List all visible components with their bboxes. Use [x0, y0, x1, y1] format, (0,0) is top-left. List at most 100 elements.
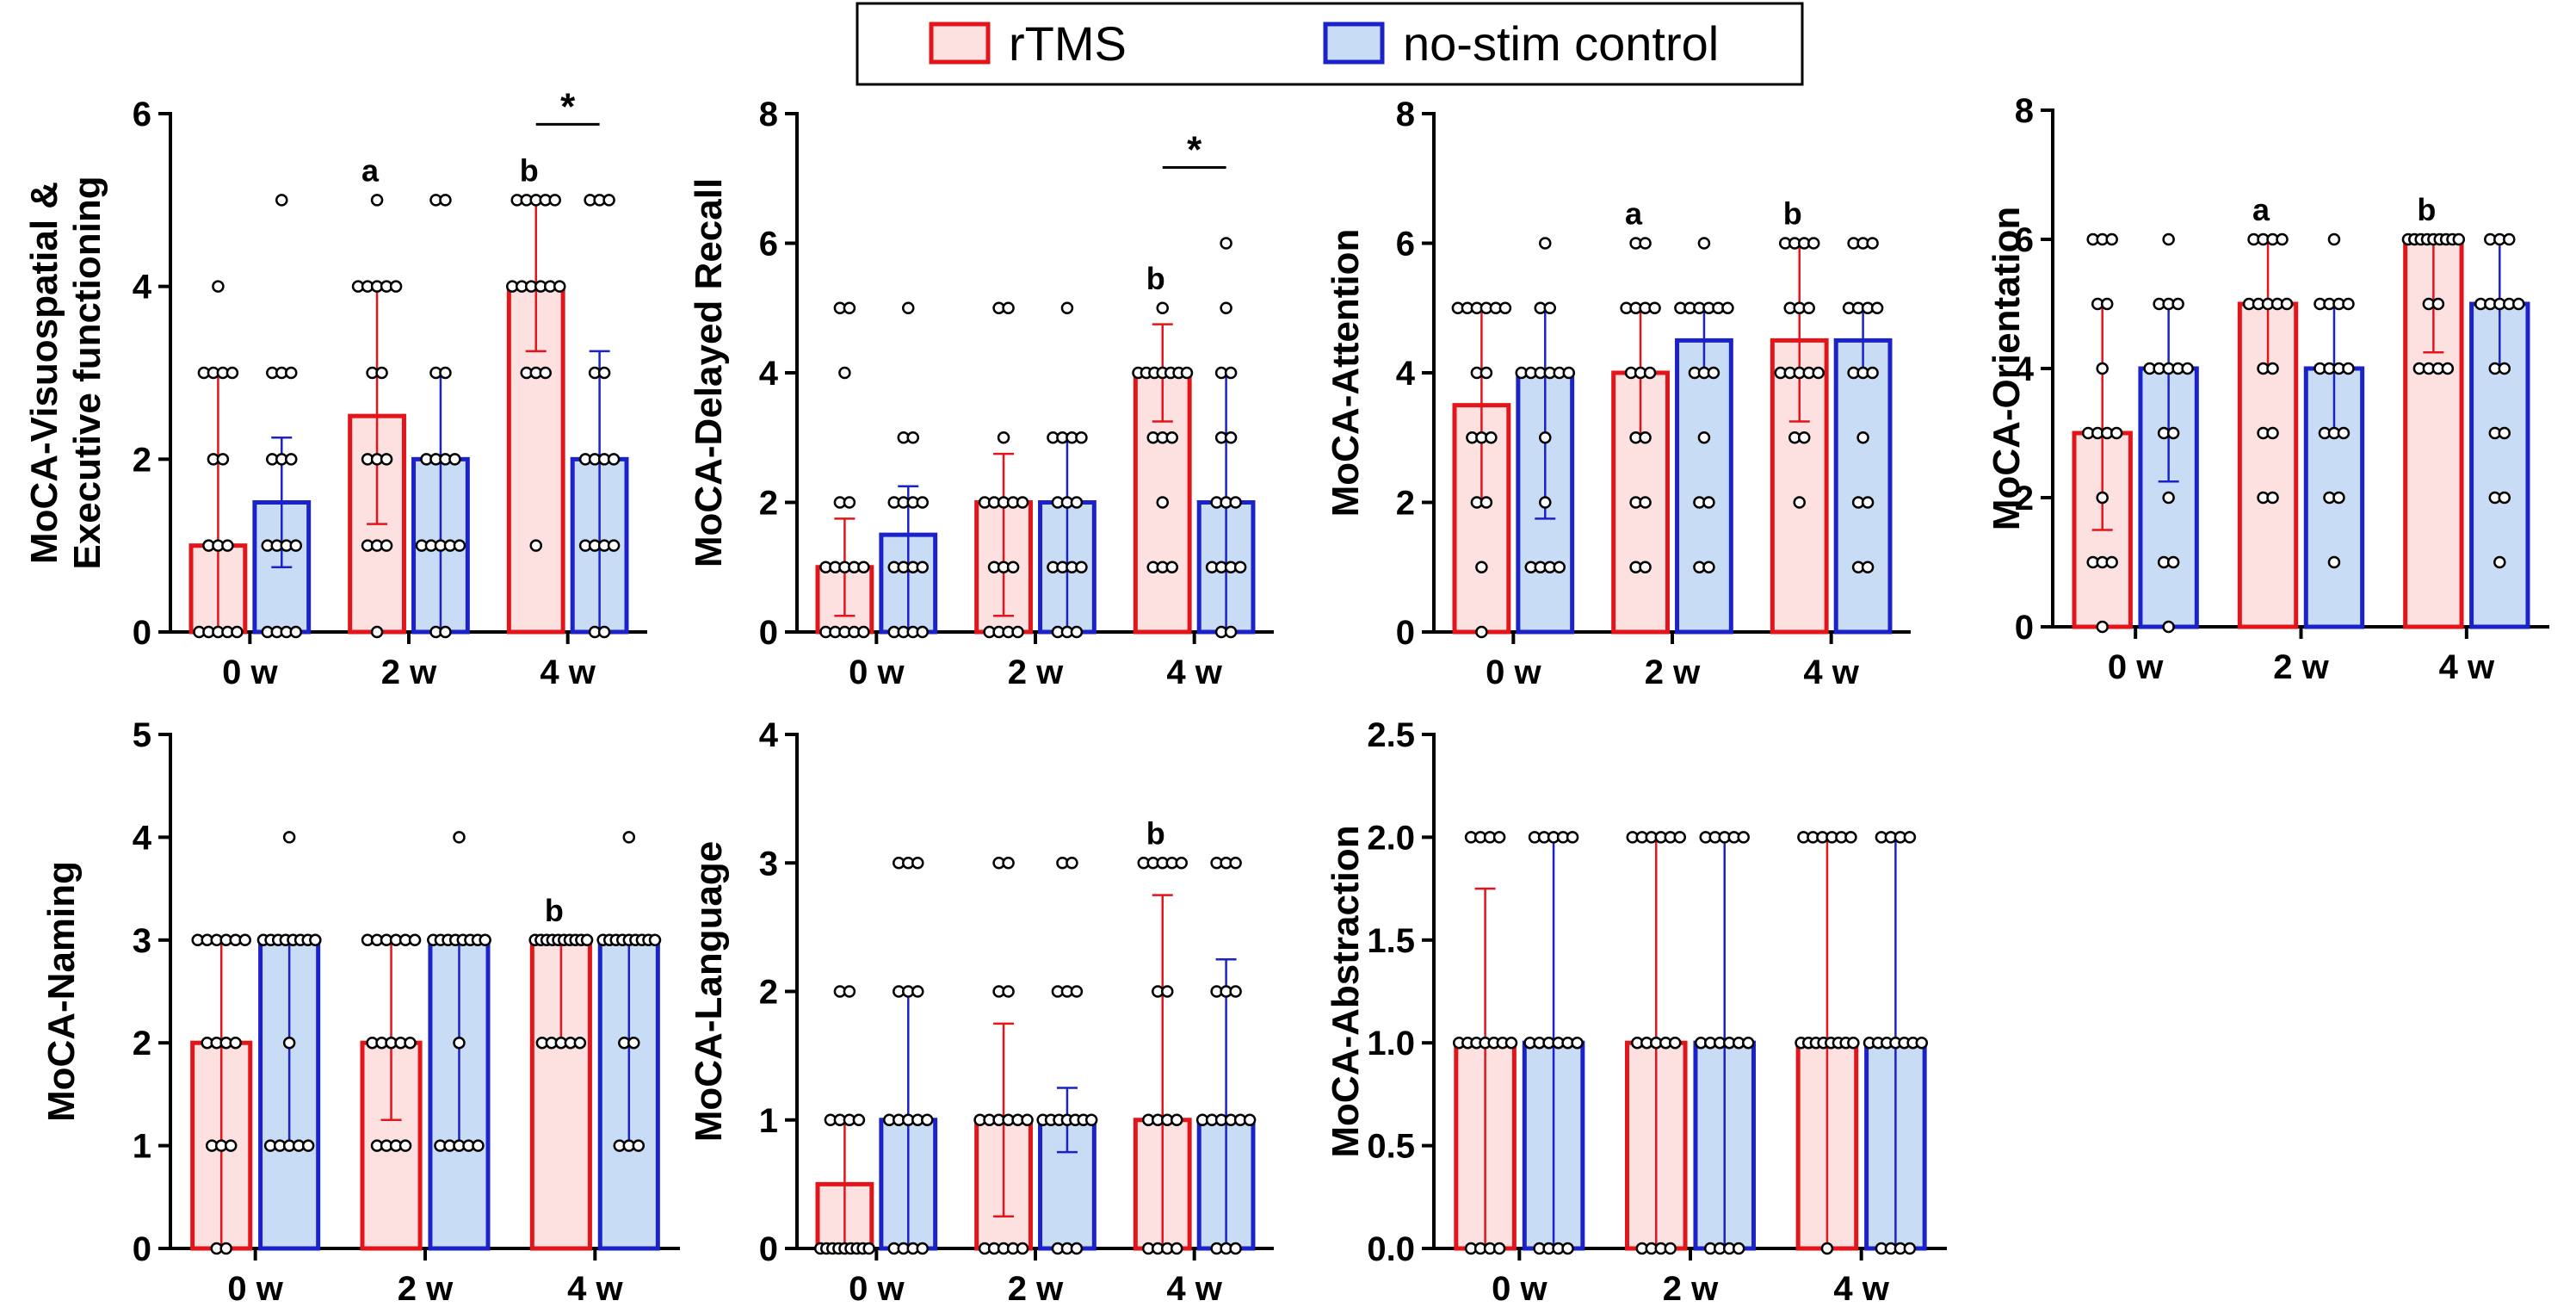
data-point	[1016, 1242, 1029, 1255]
data-point	[1571, 1036, 1584, 1050]
y-axis-title-line: MoCA-Language	[688, 841, 730, 1143]
y-tick-label: 6	[133, 96, 151, 133]
data-point	[1643, 366, 1657, 380]
x-tick-label: 0 w	[2108, 648, 2164, 686]
data-point	[1807, 237, 1820, 250]
data-point	[1016, 496, 1029, 509]
data-point	[1229, 1242, 1242, 1255]
data-point	[224, 1139, 238, 1152]
data-point	[1802, 301, 1815, 314]
x-tick-label: 0 w	[1492, 1270, 1547, 1307]
data-point	[1170, 1242, 1183, 1255]
y-axis-title: MoCA-Naming	[40, 861, 83, 1122]
y-tick-label: 0	[133, 1230, 151, 1268]
data-point	[1861, 496, 1875, 509]
x-tick-label: 2 w	[1008, 1270, 1064, 1307]
y-tick-label: 3	[133, 922, 151, 960]
data-point	[1797, 431, 1811, 444]
data-point	[216, 453, 230, 466]
data-point	[479, 933, 491, 947]
annotation-letter: b	[2417, 192, 2436, 227]
data-point	[1070, 625, 1084, 639]
data-point	[1673, 831, 1687, 844]
x-tick-label: 4 w	[567, 1270, 623, 1307]
data-point	[2105, 555, 2118, 569]
data-point	[997, 431, 1010, 444]
data-point	[1492, 1242, 1506, 1255]
data-point	[1721, 301, 1734, 314]
significance-star: *	[560, 85, 576, 127]
y-tick-label: 4	[759, 355, 779, 393]
data-point	[2096, 620, 2109, 634]
x-tick-label: 0 w	[849, 1270, 905, 1307]
data-point	[275, 194, 288, 207]
data-point	[1066, 857, 1078, 870]
y-tick-label: 4	[133, 819, 152, 857]
y-tick-label: 0	[2015, 609, 2034, 647]
data-point	[238, 933, 251, 947]
data-point	[370, 625, 384, 639]
data-point	[1847, 1036, 1860, 1050]
data-point	[1903, 1242, 1917, 1255]
x-tick-label: 0 w	[227, 1270, 283, 1307]
chart-panel-5: 0 1 2 3 4 5 MoCA-Naming 0 w 2 w 4 w b	[40, 716, 680, 1307]
y-tick-label: 2	[133, 441, 151, 479]
y-tick-label: 0.0	[1367, 1230, 1415, 1268]
data-point	[573, 1036, 587, 1050]
annotation-letter: b	[520, 152, 539, 188]
data-point	[2166, 555, 2180, 569]
data-point	[1812, 366, 1825, 380]
data-point	[916, 1242, 930, 1255]
y-axis-title: MoCA-Abstraction	[1325, 825, 1367, 1157]
data-point	[2337, 426, 2351, 440]
data-point	[2327, 232, 2341, 246]
data-point	[285, 453, 298, 466]
data-point	[1075, 561, 1088, 573]
data-point	[2431, 297, 2445, 311]
data-point	[285, 366, 298, 380]
data-point	[2096, 362, 2109, 375]
data-point	[1075, 431, 1088, 444]
data-point	[1793, 496, 1806, 509]
data-point	[2493, 555, 2506, 569]
legend-label-rtms: rTMS	[1009, 16, 1127, 71]
data-point	[1224, 431, 1238, 444]
data-point	[622, 831, 636, 844]
y-tick-label: 5	[133, 716, 151, 754]
data-point	[1539, 496, 1552, 509]
data-point	[1697, 431, 1711, 444]
y-axis-title-line: MoCA-Naming	[40, 861, 83, 1122]
chart-panel-3: 0 2 4 6 8 MoCA-Attention 0 w 2 w a 4 w b	[1325, 96, 1911, 691]
data-point	[1475, 625, 1488, 639]
data-point	[1480, 496, 1493, 509]
data-point	[439, 194, 452, 207]
data-point	[1229, 496, 1242, 509]
data-point	[1492, 831, 1506, 844]
legend: rTMS no-stim control	[856, 2, 1804, 86]
data-point	[212, 280, 225, 293]
y-tick-label: 2	[133, 1025, 151, 1062]
data-point	[597, 366, 611, 380]
data-point	[548, 194, 561, 207]
data-point	[453, 831, 466, 844]
y-tick-label: 0.5	[1367, 1128, 1415, 1166]
data-point	[2498, 426, 2511, 440]
data-point	[1243, 1113, 1257, 1126]
chart-panel-6: 0 1 2 3 4 MoCA-Language 0 w 2 w 4 w b	[688, 716, 1274, 1307]
data-point	[1702, 496, 1715, 509]
data-point	[1480, 366, 1493, 380]
data-point	[408, 933, 422, 947]
data-point	[225, 366, 239, 380]
y-tick-label: 4	[759, 716, 779, 754]
x-tick-label: 2 w	[1645, 654, 1701, 691]
data-point	[370, 194, 384, 207]
y-axis-title: MoCA-Attention	[1325, 229, 1367, 517]
data-point	[1229, 985, 1242, 998]
data-point	[632, 1139, 646, 1152]
y-tick-label: 0	[759, 614, 778, 652]
data-point	[2332, 491, 2345, 505]
data-point	[1697, 237, 1711, 250]
data-point	[843, 496, 856, 509]
data-point	[2110, 426, 2123, 440]
